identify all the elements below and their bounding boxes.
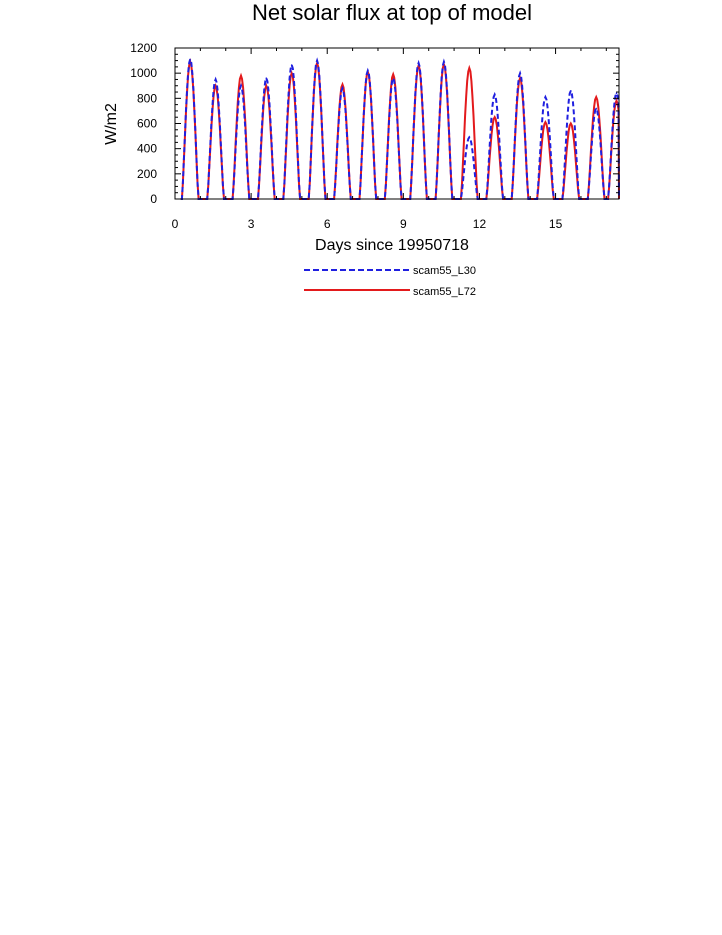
y-tick-label: 600	[137, 117, 157, 131]
data-point-scam55_L72-15	[570, 122, 572, 125]
data-point-scam55_L72-4	[290, 72, 293, 74]
data-point-scam55_L72-17	[615, 100, 618, 102]
series-line-scam55_L30	[180, 55, 620, 200]
y-tick-label: 800	[137, 91, 157, 105]
data-point-scam55_L72-12	[493, 116, 496, 118]
y-axis: 0 200 400 600 800 1000 1200	[130, 41, 619, 206]
data-point-scam55_L72-8	[392, 73, 395, 76]
y-tick-label: 1200	[130, 41, 157, 55]
plot-area	[180, 55, 620, 200]
chart-title: Net solar flux at top of model	[252, 0, 532, 25]
data-point-scam55_L72-16	[595, 96, 597, 98]
y-tick-label: 0	[150, 192, 157, 206]
data-point-scam55_L72-14	[544, 121, 547, 123]
legend-label-scam55_L72: scam55_L72	[413, 286, 476, 298]
x-axis-label: Days since 19950718	[315, 237, 469, 254]
x-tick-label: 12	[473, 217, 487, 231]
y-tick-label: 1000	[130, 66, 157, 80]
x-tick-label: 0	[172, 217, 179, 231]
data-point-scam55_L72-11	[468, 67, 471, 69]
data-point-scam55_L72-6	[341, 83, 344, 86]
y-axis-label: W/m2	[103, 103, 120, 145]
legend-label-scam55_L30: scam55_L30	[413, 265, 476, 277]
x-tick-label: 15	[549, 217, 563, 231]
x-tick-label: 9	[400, 217, 407, 231]
data-point-scam55_L30-17	[615, 92, 618, 95]
data-point-scam55_L72-1	[214, 85, 217, 87]
legend: scam55_L30 scam55_L72	[304, 265, 476, 298]
x-tick-label: 3	[248, 217, 255, 231]
y-tick-label: 200	[137, 167, 157, 181]
x-axis: 0 3 6 9 12 15	[172, 48, 607, 231]
data-point-scam55_L30-16	[595, 107, 597, 110]
data-point-scam55_L72-2	[240, 74, 242, 77]
y-tick-label: 400	[137, 142, 157, 156]
data-point-scam55_L72-3	[265, 85, 268, 87]
x-tick-label: 6	[324, 217, 331, 231]
